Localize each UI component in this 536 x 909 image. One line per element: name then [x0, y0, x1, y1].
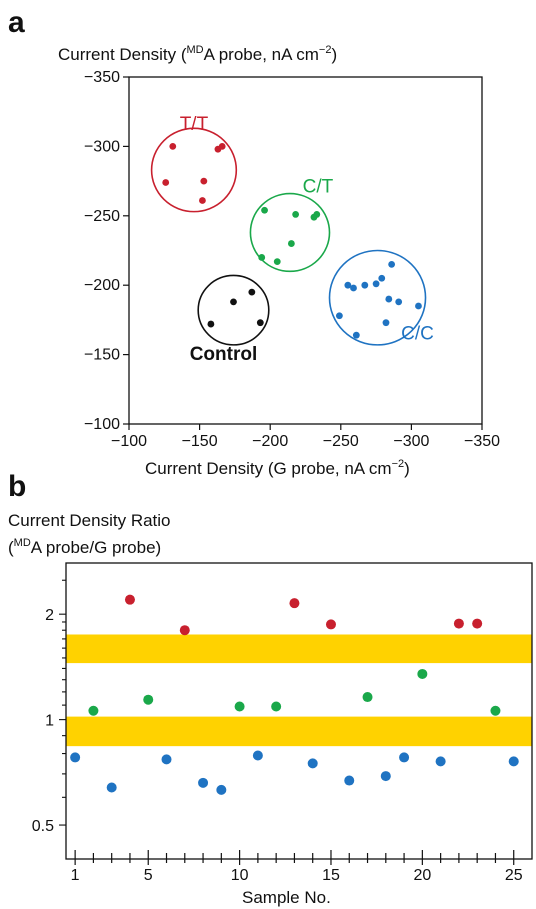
point-tt	[218, 143, 226, 150]
x-tick-label: 1	[71, 867, 80, 884]
y-tick-label: −350	[84, 69, 120, 86]
point-ct	[258, 254, 266, 261]
point-cc	[344, 775, 355, 786]
point-cc	[399, 752, 410, 763]
panel-a-letter: a	[8, 6, 25, 39]
point-tt	[179, 625, 190, 636]
point-ct	[88, 705, 99, 716]
point-tt	[169, 143, 177, 150]
y-tick-label: −150	[84, 347, 120, 364]
point-ct	[287, 240, 295, 247]
point-cc	[508, 756, 519, 767]
x-tick-label: 10	[231, 867, 249, 884]
point-cc	[344, 281, 352, 289]
panel-b-bands	[66, 634, 532, 747]
x-tick-label: −150	[182, 433, 218, 450]
x-tick-label: 5	[144, 867, 153, 884]
reference-band	[66, 716, 532, 747]
group-label-control: Control	[190, 344, 258, 365]
point-tt	[162, 179, 170, 186]
point-cc	[372, 280, 380, 288]
point-ct	[313, 211, 321, 218]
panel-b-points	[70, 594, 519, 795]
y-tick-label: 0.5	[32, 818, 54, 835]
panel-b-ticks: 1 5 10 15 20 250.512	[32, 579, 523, 884]
y-tick-label: −100	[84, 416, 120, 433]
x-tick-label: 15	[322, 867, 340, 884]
group-label-ct: C/T	[303, 176, 334, 197]
point-cc	[161, 754, 172, 765]
point-ct	[292, 211, 300, 218]
group-label-tt: T/T	[180, 114, 209, 135]
point-cc	[388, 260, 396, 268]
panel-b-plot-frame	[65, 562, 533, 860]
point-cc	[106, 782, 117, 793]
point-ct	[143, 694, 154, 705]
point-cc	[307, 758, 318, 769]
x-tick-label: −300	[393, 433, 429, 450]
reference-band	[66, 634, 532, 664]
y-tick-label: 1	[45, 713, 54, 730]
point-tt	[325, 619, 336, 630]
panel-a-x-axis-label: Current Density (G probe, nA cm−2)	[145, 458, 410, 478]
group-circle-ct	[249, 192, 331, 273]
panel-b-y-axis-label-line2: (MDA probe/G probe)	[8, 537, 161, 557]
point-tt	[200, 177, 208, 185]
point-tt	[289, 598, 300, 609]
point-cc	[385, 295, 393, 303]
point-cc	[350, 284, 357, 292]
x-tick-label: −200	[252, 433, 288, 450]
y-tick-label: −300	[84, 138, 120, 155]
point-tt	[453, 618, 464, 629]
panel-a-plot-frame	[128, 76, 483, 425]
point-cc	[352, 331, 360, 339]
point-ct	[417, 668, 428, 679]
point-cc	[216, 784, 227, 795]
x-tick-label: 20	[413, 867, 431, 884]
panel-b-letter: b	[8, 470, 26, 503]
group-circle-tt	[150, 127, 238, 213]
point-cc	[361, 281, 369, 289]
x-tick-label: −350	[464, 433, 500, 450]
point-cc	[198, 777, 209, 788]
panel-a-y-axis-label: Current Density (MDA probe, nA cm−2)	[58, 44, 337, 64]
y-tick-label: 2	[45, 607, 54, 624]
y-tick-label: −200	[84, 277, 120, 294]
point-control	[256, 319, 264, 327]
point-cc	[378, 274, 386, 282]
point-tt	[124, 594, 135, 605]
point-control	[230, 298, 237, 306]
x-tick-label: 25	[505, 867, 523, 884]
panel-b-y-axis-label-line1: Current Density Ratio	[8, 511, 171, 530]
point-cc	[70, 752, 81, 763]
point-cc	[335, 312, 343, 320]
group-circle-control	[197, 274, 270, 346]
point-cc	[382, 319, 390, 327]
y-tick-label: −250	[84, 208, 120, 225]
point-control	[248, 288, 256, 296]
group-circle-cc	[328, 249, 427, 346]
panel-a-groups: T/T C/T C/C Control	[150, 114, 434, 365]
panel-a-ticks: −100−100 −150 −150 −200 −200 −250 −250 −300 −300…	[84, 69, 500, 450]
point-ct	[261, 206, 268, 214]
point-cc	[395, 298, 403, 306]
point-cc	[435, 756, 446, 767]
point-cc	[415, 302, 422, 310]
point-ct	[273, 258, 281, 266]
x-tick-label: −250	[323, 433, 359, 450]
point-control	[207, 320, 215, 328]
point-tt	[199, 197, 206, 204]
point-cc	[380, 771, 391, 782]
point-cc	[252, 750, 263, 761]
x-tick-label: −100	[111, 433, 147, 450]
point-ct	[271, 701, 282, 712]
point-tt	[472, 618, 483, 629]
point-ct	[362, 692, 373, 703]
point-ct	[234, 701, 245, 712]
group-label-cc: C/C	[401, 324, 434, 345]
point-ct	[490, 705, 501, 716]
panel-b-x-axis-label: Sample No.	[242, 888, 331, 907]
